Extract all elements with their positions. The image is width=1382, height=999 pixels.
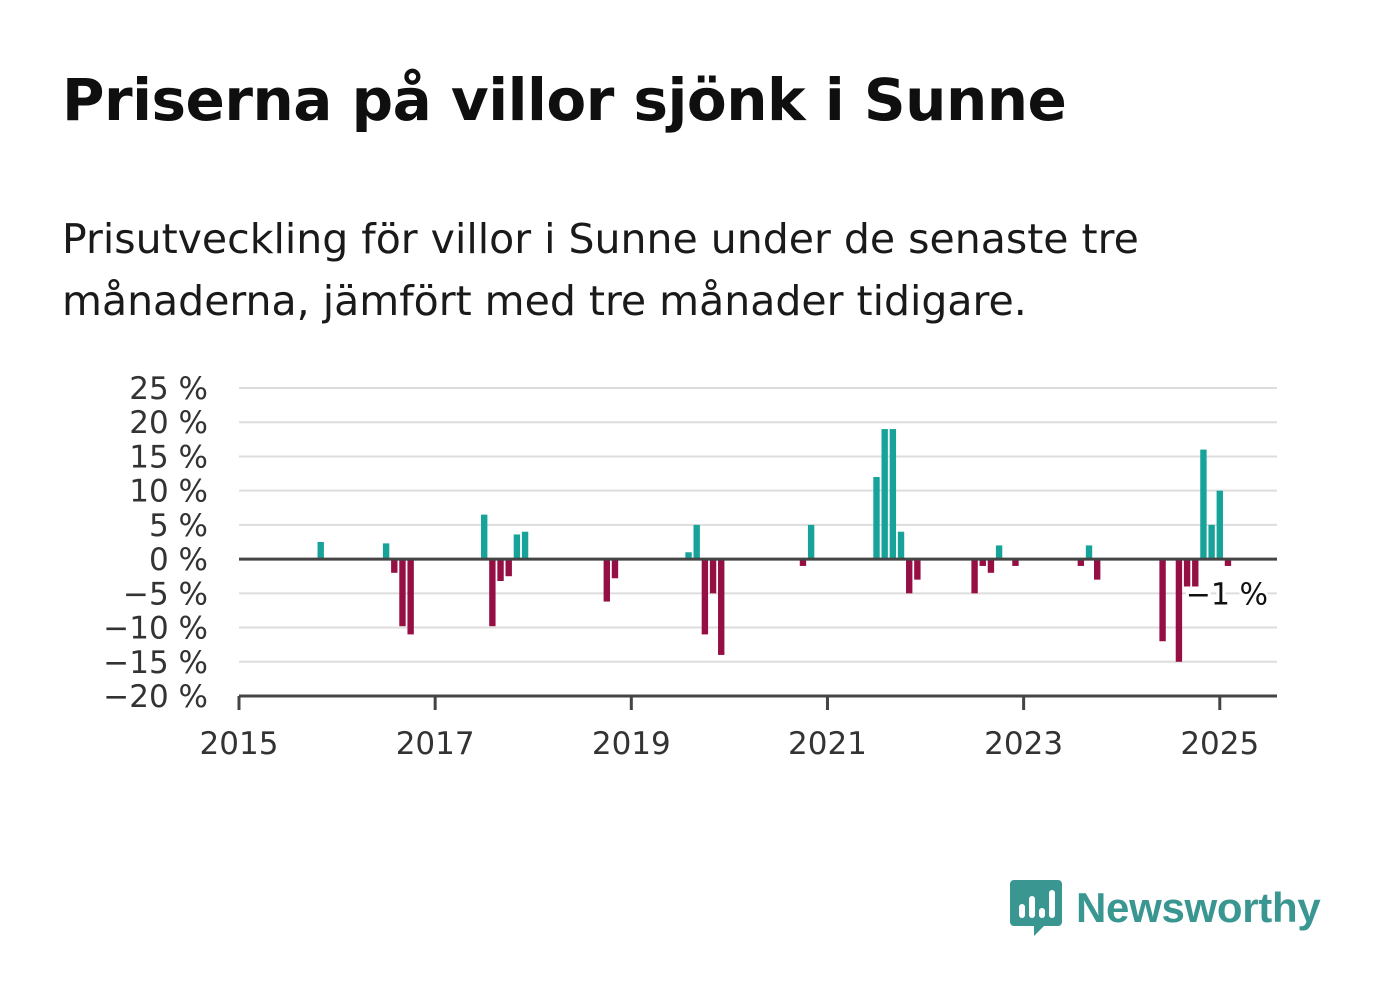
bar [1094,559,1101,580]
bar [1208,524,1215,560]
bar [914,559,921,580]
y-tick-label: 5 % [149,508,208,544]
bar-chart: 25 %20 %15 %10 %5 %0 %−5 %−10 %−15 %−20 … [103,371,1277,762]
x-axis-ticks: 2015 2017 2019 2021 2023 2025 [200,696,1259,762]
bar [897,531,905,560]
bar [399,559,406,627]
bar [889,429,897,560]
bar [906,559,913,594]
bar [1077,559,1085,566]
bar [1216,490,1223,560]
bar [971,559,978,594]
brand-name: Newsworthy [1076,884,1321,931]
x-tick-label: 2017 [396,726,475,762]
x-tick-label: 2023 [984,726,1063,762]
bar [603,559,610,602]
newsworthy-logo-icon [1010,880,1062,936]
bar [382,543,390,560]
bar [995,545,1003,560]
bar [799,559,807,566]
bar [407,559,414,635]
bar [1175,559,1183,662]
last-value-label: −1 % [1186,577,1268,612]
gridlines [239,387,1277,663]
bar [693,524,700,560]
x-tick-label: 2019 [592,726,671,762]
x-tick-label: 2015 [200,726,279,762]
bar [709,559,717,594]
bar [1224,559,1232,566]
y-tick-label: −5 % [123,576,208,612]
bar [1200,449,1207,560]
bar [979,559,986,566]
bar [1183,559,1191,587]
bar [611,559,619,579]
bar [1159,559,1166,642]
bar [987,559,995,573]
bar [881,429,888,560]
y-tick-label: −10 % [103,611,208,647]
bar [1012,559,1019,566]
bar [505,559,512,577]
bar [481,514,488,560]
bar [685,552,692,560]
y-axis-ticks: 25 %20 %15 %10 %5 %0 %−5 %−10 %−15 %−20 … [103,371,208,715]
y-tick-label: 15 % [129,439,208,475]
y-tick-label: 0 % [149,542,208,578]
bar [513,534,521,560]
brand: Newsworthy [1010,878,1321,938]
x-tick-label: 2025 [1180,726,1259,762]
y-tick-label: 25 % [129,371,208,407]
chart-subtitle: Prisutveckling för villor i Sunne under … [62,215,1139,325]
bar [701,559,709,635]
chart-title: Priserna på villor sjönk i Sunne [62,66,1067,134]
bar [1085,545,1093,560]
bar [317,542,324,560]
bar [521,531,529,560]
y-tick-label: 20 % [129,405,208,441]
bar [807,524,815,560]
y-tick-label: 10 % [129,474,208,510]
bar [497,559,504,582]
bar [718,559,725,655]
bar [1192,559,1199,587]
x-tick-label: 2021 [788,726,867,762]
bar [391,559,398,573]
y-tick-label: −20 % [103,679,208,715]
bar [489,559,496,627]
bars [317,429,1232,662]
bar [873,476,880,560]
y-tick-label: −15 % [103,645,208,681]
